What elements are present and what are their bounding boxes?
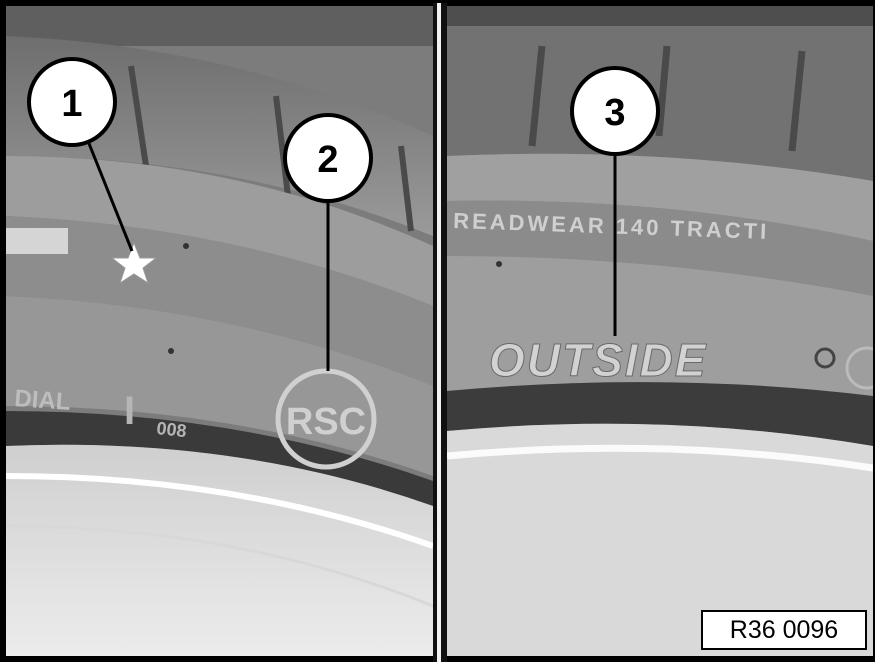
left-photo-panel: DIAL I 008 RSC 1 [6,6,433,656]
tire-text-mark-sub: 008 [156,418,188,441]
reference-label: R36 0096 [701,610,867,650]
callout-1: 1 [27,57,117,147]
svg-text:RSC: RSC [286,401,366,443]
star-icon [110,241,158,285]
svg-text:3: 3 [604,92,625,134]
callout-3: 3 [570,66,660,156]
rsc-logo: RSC [275,368,377,470]
outside-text: OUTSIDE [489,334,707,386]
tire-text-mark: I [124,389,135,433]
svg-text:2: 2 [317,139,338,181]
callout-2: 2 [283,113,373,203]
left-tire-photo: DIAL I 008 RSC 1 [6,6,433,656]
right-tire-photo: READWEAR 140 TRACTI OUTSIDE 3 [447,6,873,656]
tire-text-dial: DIAL [14,385,72,416]
svg-text:1: 1 [61,83,82,125]
right-photo-panel: READWEAR 140 TRACTI OUTSIDE 3 R36 0096 [447,6,873,656]
panel-divider [433,3,447,662]
tire-mark-partial [6,228,68,254]
